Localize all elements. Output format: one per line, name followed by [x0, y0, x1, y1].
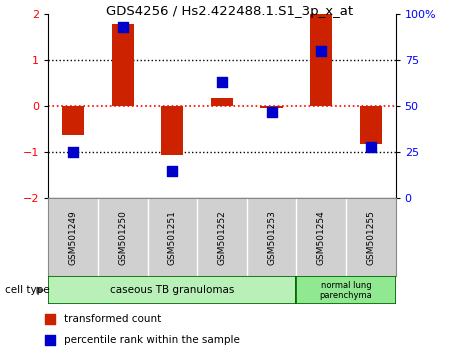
- Bar: [309, 14, 331, 106]
- Bar: [161, 106, 183, 154]
- Text: GSM501252: GSM501252: [217, 210, 226, 264]
- Bar: [62, 106, 84, 135]
- Bar: [359, 106, 381, 144]
- Point: [168, 168, 176, 173]
- Text: GSM501254: GSM501254: [316, 210, 325, 264]
- Point: [119, 24, 126, 30]
- Bar: [210, 98, 233, 106]
- Text: GSM501255: GSM501255: [365, 210, 375, 265]
- Text: transformed count: transformed count: [64, 314, 161, 324]
- Bar: [112, 24, 134, 106]
- Point: [366, 144, 374, 149]
- Point: [317, 48, 324, 54]
- Text: GSM501249: GSM501249: [68, 210, 78, 264]
- Point: [69, 149, 77, 155]
- Text: percentile rank within the sample: percentile rank within the sample: [64, 335, 240, 345]
- Text: normal lung
parenchyma: normal lung parenchyma: [319, 281, 371, 300]
- Text: cell type: cell type: [5, 285, 49, 295]
- Point: [218, 79, 225, 85]
- Point: [267, 109, 274, 115]
- Text: GSM501250: GSM501250: [118, 210, 127, 265]
- Bar: [48, 276, 296, 304]
- Text: GSM501251: GSM501251: [168, 210, 176, 265]
- Bar: [260, 106, 282, 108]
- Point: [46, 316, 53, 321]
- Point: [46, 337, 53, 343]
- Text: GSM501253: GSM501253: [267, 210, 275, 265]
- Text: caseous TB granulomas: caseous TB granulomas: [110, 285, 234, 295]
- Text: GDS4256 / Hs2.422488.1.S1_3p_x_at: GDS4256 / Hs2.422488.1.S1_3p_x_at: [106, 5, 353, 18]
- Bar: [296, 276, 395, 304]
